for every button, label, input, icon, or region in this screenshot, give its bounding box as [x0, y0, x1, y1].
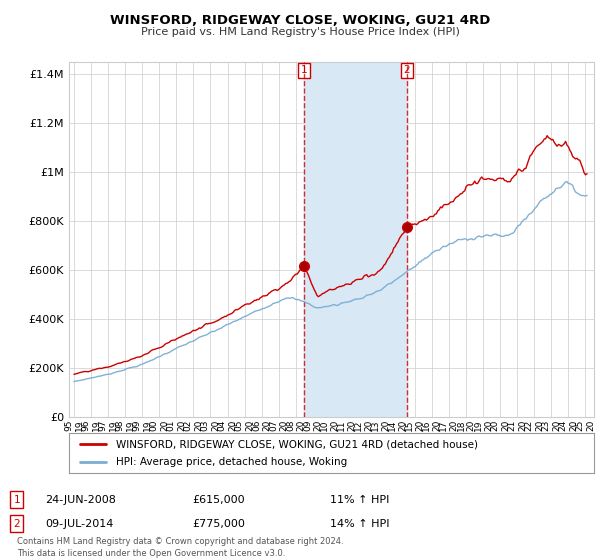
- Text: Contains HM Land Registry data © Crown copyright and database right 2024.
This d: Contains HM Land Registry data © Crown c…: [17, 537, 343, 558]
- Text: 14% ↑ HPI: 14% ↑ HPI: [330, 519, 389, 529]
- Text: £775,000: £775,000: [192, 519, 245, 529]
- Text: 11% ↑ HPI: 11% ↑ HPI: [330, 494, 389, 505]
- Text: WINSFORD, RIDGEWAY CLOSE, WOKING, GU21 4RD: WINSFORD, RIDGEWAY CLOSE, WOKING, GU21 4…: [110, 14, 490, 27]
- Text: HPI: Average price, detached house, Woking: HPI: Average price, detached house, Woki…: [116, 457, 347, 467]
- Text: £615,000: £615,000: [192, 494, 245, 505]
- Text: 2: 2: [404, 66, 410, 76]
- Bar: [304, 62, 407, 417]
- Text: 24-JUN-2008: 24-JUN-2008: [45, 494, 116, 505]
- Text: WINSFORD, RIDGEWAY CLOSE, WOKING, GU21 4RD (detached house): WINSFORD, RIDGEWAY CLOSE, WOKING, GU21 4…: [116, 439, 478, 449]
- Text: 09-JUL-2014: 09-JUL-2014: [45, 519, 113, 529]
- Text: 1: 1: [301, 66, 308, 76]
- Text: Price paid vs. HM Land Registry's House Price Index (HPI): Price paid vs. HM Land Registry's House …: [140, 27, 460, 37]
- Text: 2: 2: [13, 519, 20, 529]
- Text: 1: 1: [13, 494, 20, 505]
